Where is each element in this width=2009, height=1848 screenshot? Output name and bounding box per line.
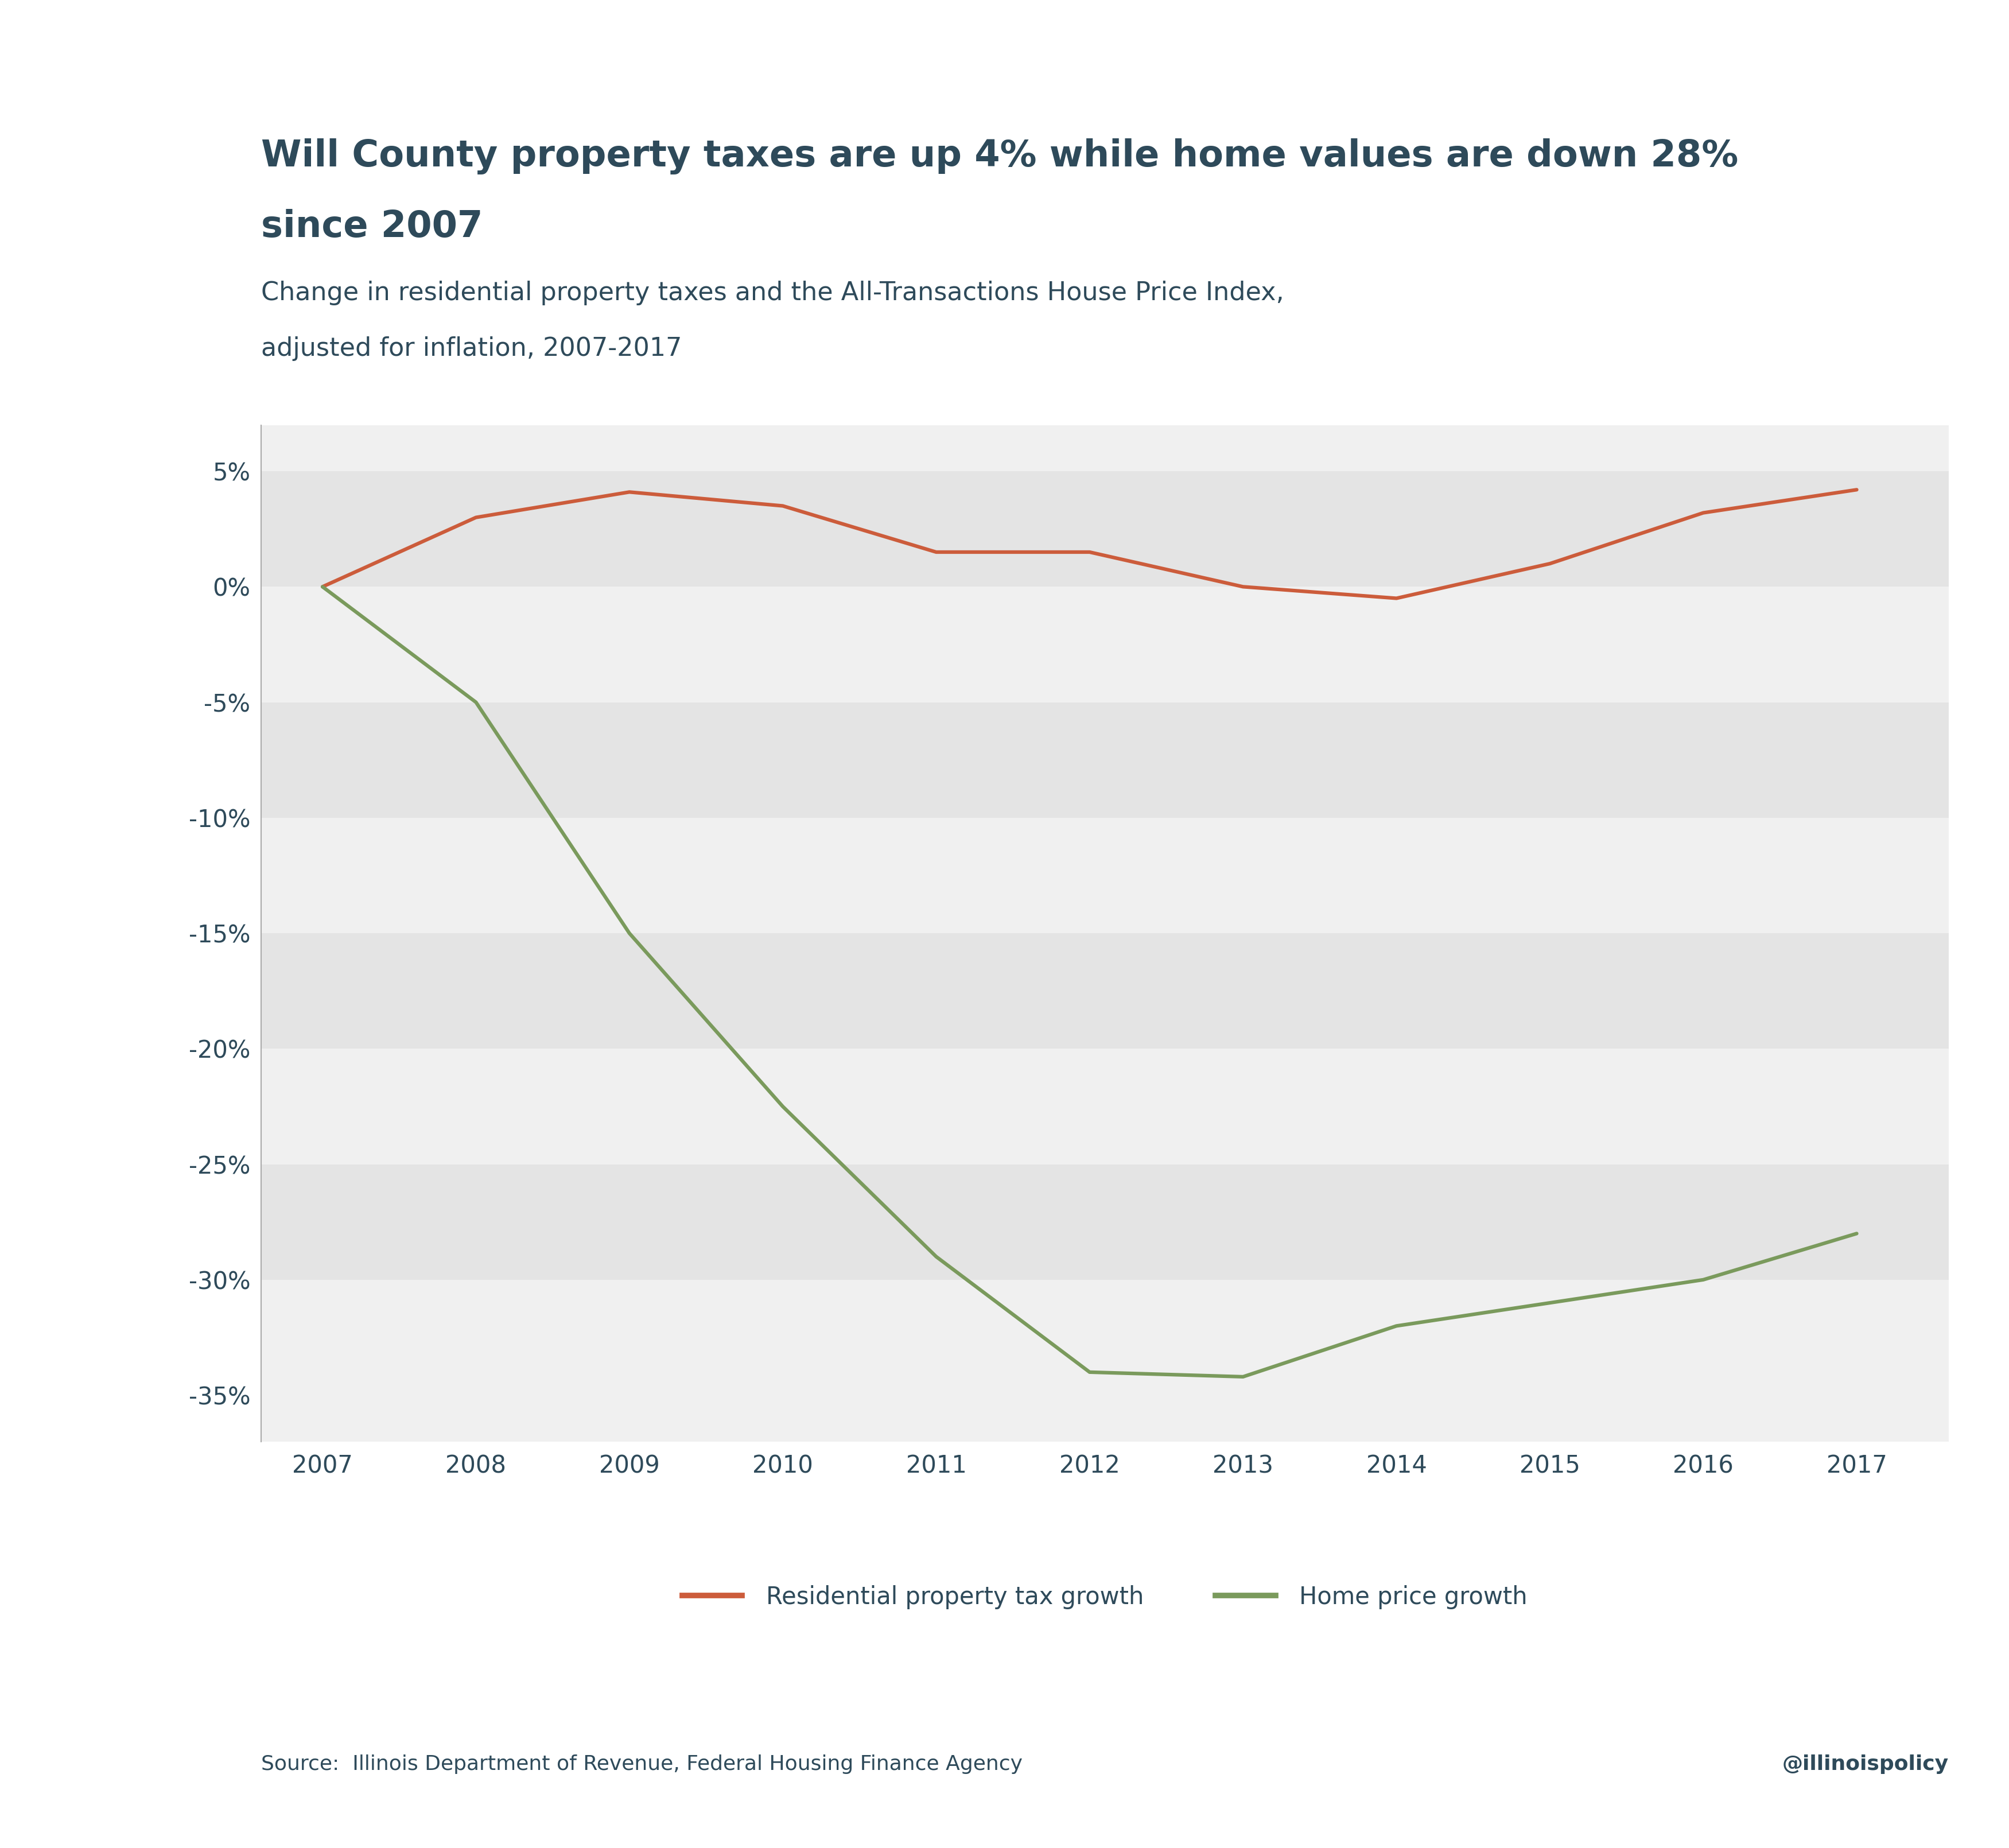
- Text: since 2007: since 2007: [261, 209, 482, 244]
- Bar: [261, 1164, 1949, 1279]
- Bar: [261, 1279, 1949, 1395]
- Text: Will County property taxes are up 4% while home values are down 28%: Will County property taxes are up 4% whi…: [261, 139, 1738, 176]
- Text: Change in residential property taxes and the All-Transactions House Price Index,: Change in residential property taxes and…: [261, 281, 1284, 305]
- Bar: [261, 1050, 1949, 1164]
- Bar: [261, 702, 1949, 817]
- Bar: [261, 586, 1949, 702]
- Text: Source:  Illinois Department of Revenue, Federal Housing Finance Agency: Source: Illinois Department of Revenue, …: [261, 1754, 1023, 1774]
- Text: @illinoispolicy: @illinoispolicy: [1782, 1754, 1949, 1774]
- Legend: Residential property tax growth, Home price growth: Residential property tax growth, Home pr…: [673, 1574, 1537, 1619]
- Text: adjusted for inflation, 2007-2017: adjusted for inflation, 2007-2017: [261, 336, 681, 360]
- Bar: [261, 933, 1949, 1048]
- Bar: [261, 817, 1949, 933]
- Bar: [261, 471, 1949, 586]
